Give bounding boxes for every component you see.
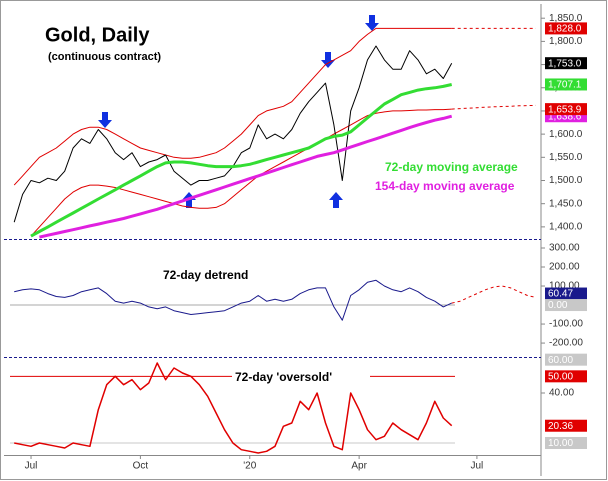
y-tick-label: 1,400.0 (549, 222, 583, 233)
y-tick-label: 1,600.0 (549, 129, 583, 140)
arrow-down (365, 15, 379, 31)
series-line (30, 108, 452, 237)
panel-title: Gold, Daily (45, 24, 150, 46)
value-tag-label: 20.36 (548, 421, 573, 432)
series-line (30, 83, 453, 238)
series-line (13, 27, 452, 186)
x-tick-label: Apr (351, 461, 367, 472)
y-tick-label: 100.00 (549, 281, 580, 292)
y-tick-label: -100.00 (549, 319, 583, 330)
y-tick-label: 1,450.0 (549, 198, 583, 209)
y-tick-label: 1,850.0 (549, 13, 583, 24)
value-tag-label: 1,707.1 (548, 80, 582, 91)
series-line (14, 362, 453, 454)
x-tick-label: Jul (25, 461, 38, 472)
value-tag (545, 57, 587, 70)
title-bg (232, 370, 370, 386)
value-tag-label: 0.00 (548, 300, 568, 311)
value-tag (545, 419, 587, 432)
value-tag-label: 50.00 (548, 371, 573, 382)
series-line (451, 104, 536, 110)
value-tag (545, 78, 587, 91)
series-line (451, 285, 536, 304)
value-tag (545, 370, 587, 383)
arrow-down (98, 112, 112, 128)
arrow-down (321, 52, 335, 68)
value-tag-label: 60.47 (548, 289, 573, 300)
subtitle: (continuous contract) (48, 51, 161, 63)
value-tag-label: 60.00 (548, 355, 573, 366)
legend-entry: 72-day moving average (385, 160, 518, 174)
y-tick-label: 40.00 (549, 388, 574, 399)
x-tick-label: '20 (243, 461, 256, 472)
value-tag (545, 103, 587, 116)
series-line (14, 279, 452, 321)
value-tag (545, 353, 587, 366)
value-tag-label: 10.00 (548, 438, 573, 449)
y-tick-label: 1,800.0 (549, 36, 583, 47)
arrow-up (329, 192, 343, 208)
panel-title: 72-day 'oversold' (235, 370, 332, 384)
value-tag-label: 1,653.9 (548, 104, 582, 115)
value-tag (545, 287, 587, 300)
y-tick-label: -200.00 (549, 338, 583, 349)
y-tick-label: 200.00 (549, 262, 580, 273)
y-tick-label: 300.00 (549, 243, 580, 254)
value-tag-label: 1,638.6 (548, 111, 582, 122)
value-tag (545, 437, 587, 449)
x-tick-label: Jul (471, 461, 484, 472)
x-tick-label: Oct (133, 461, 149, 472)
value-tag (545, 22, 587, 35)
series-line (39, 114, 453, 239)
legend-entry: 154-day moving average (375, 179, 515, 193)
value-tag-label: 1,753.0 (548, 58, 582, 69)
value-tag (545, 299, 587, 312)
y-tick-label: 1,550.0 (549, 152, 583, 163)
panel-title: 72-day detrend (163, 268, 248, 282)
value-tag-label: 1,828.0 (548, 24, 582, 35)
y-tick-label: 1,500.0 (549, 175, 583, 186)
